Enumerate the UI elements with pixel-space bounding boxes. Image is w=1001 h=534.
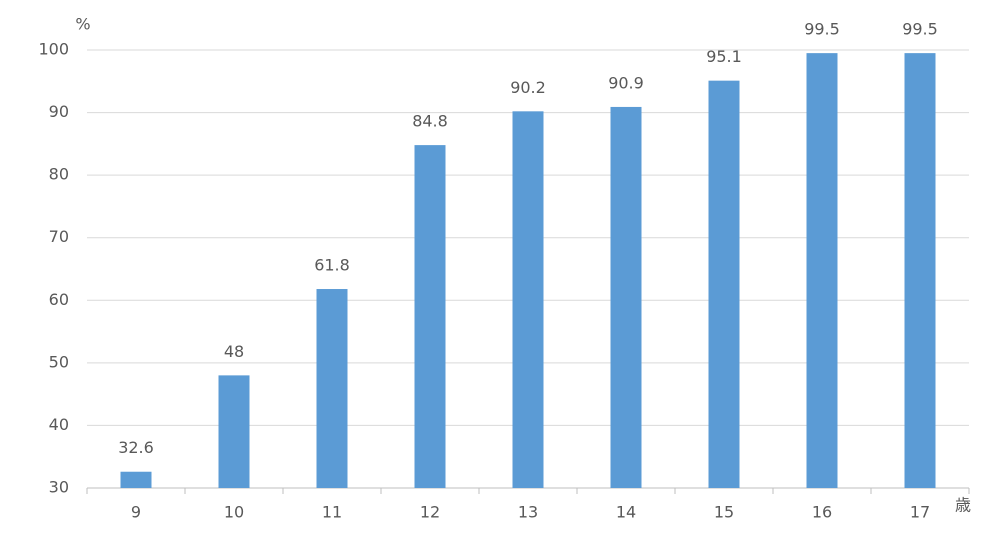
y-tick-label: 90 (49, 102, 69, 121)
bar (806, 53, 838, 488)
x-tick-label: 13 (518, 503, 538, 522)
x-tick-label: 10 (224, 503, 244, 522)
data-label: 84.8 (412, 112, 448, 131)
data-label: 95.1 (706, 47, 742, 66)
y-tick-label: 40 (49, 415, 69, 434)
bar (120, 471, 152, 488)
y-tick-label: 80 (49, 165, 69, 184)
x-tick-label: 17 (910, 503, 930, 522)
y-tick-label: 30 (49, 478, 69, 497)
bar (316, 289, 348, 488)
data-label: 32.6 (118, 438, 154, 457)
bar (414, 145, 446, 488)
y-tick-label: 60 (49, 290, 69, 309)
data-label: 99.5 (804, 20, 840, 39)
y-tick-label: 70 (49, 227, 69, 246)
bar (218, 375, 250, 488)
x-tick-label: 16 (812, 503, 832, 522)
data-label: 48 (224, 342, 244, 361)
bar (708, 80, 740, 488)
data-label: 90.9 (608, 73, 644, 92)
x-tick-label: 15 (714, 503, 734, 522)
x-axis-label: 歳 (955, 496, 971, 515)
data-label: 90.2 (510, 78, 546, 97)
x-tick-label: 11 (322, 503, 342, 522)
data-label: 99.5 (902, 20, 938, 39)
bar (610, 106, 642, 488)
bar (512, 111, 544, 488)
x-tick-label: 14 (616, 503, 636, 522)
y-tick-label: 50 (49, 352, 69, 371)
bar (904, 53, 936, 488)
data-label: 61.8 (314, 256, 350, 275)
x-tick-label: 12 (420, 503, 440, 522)
x-tick-label: 9 (131, 503, 141, 522)
y-axis-label: % (75, 15, 90, 34)
y-tick-label: 100 (38, 40, 69, 59)
